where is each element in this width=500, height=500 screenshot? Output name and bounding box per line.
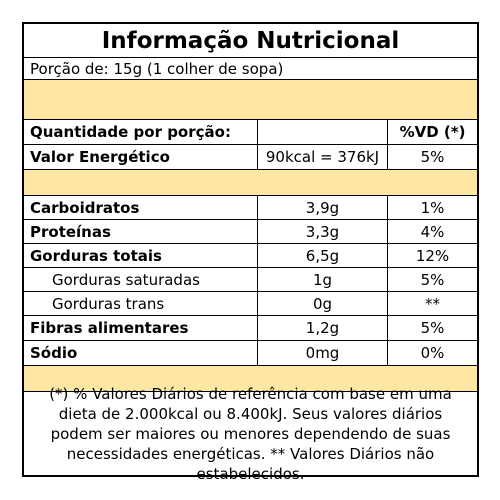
nutrient-label: Fibras alimentares [30, 319, 189, 337]
footnote: (*) % Valores Diários de referência com … [49, 384, 452, 483]
nutrient-vd: 1% [387, 196, 477, 219]
energy-row: Valor Energético 90kcal = 376kJ 5% [24, 145, 477, 170]
nutrients-table: Carboidratos 3,9g 1% Proteínas 3,3g 4% G… [24, 196, 477, 366]
highlight-band-top [24, 80, 477, 120]
value-header-empty [257, 120, 387, 144]
panel-title: Informação Nutricional [24, 24, 477, 58]
energy-value: 90kcal = 376kJ [257, 145, 387, 169]
quantity-header: Quantidade por porção: [30, 123, 231, 141]
portion-size: Porção de: 15g (1 colher de sopa) [24, 58, 477, 80]
energy-label: Valor Energético [30, 148, 170, 166]
nutrient-label: Sódio [30, 344, 78, 362]
nutrient-label: Carboidratos [30, 198, 140, 217]
nutrient-label: Gorduras saturadas [52, 270, 200, 289]
nutrient-label: Gorduras totais [30, 246, 162, 265]
nutrient-value: 1g [257, 268, 387, 291]
nutrient-row: Sódio 0mg 0% [24, 341, 477, 366]
nutrient-row: Proteínas 3,3g 4% [24, 220, 477, 244]
nutrient-value: 0g [257, 292, 387, 315]
nutrient-vd: ** [387, 292, 477, 315]
nutrient-value: 3,3g [257, 220, 387, 243]
nutrient-row: Fibras alimentares 1,2g 5% [24, 316, 477, 341]
highlight-band-middle [24, 170, 477, 196]
nutrient-value: 1,2g [257, 316, 387, 340]
nutrient-label: Gorduras trans [52, 294, 165, 313]
energy-vd: 5% [387, 145, 477, 169]
nutrient-row: Carboidratos 3,9g 1% [24, 196, 477, 220]
nutrient-value: 6,5g [257, 244, 387, 267]
vd-header: %VD (*) [387, 120, 477, 144]
nutrition-facts-panel: Informação Nutricional Porção de: 15g (1… [22, 22, 479, 483]
nutrient-row: Gorduras trans 0g ** [24, 292, 477, 316]
nutrient-vd: 12% [387, 244, 477, 267]
header-row: Quantidade por porção: %VD (*) [24, 120, 477, 145]
nutrient-vd: 5% [387, 268, 477, 291]
nutrient-vd: 5% [387, 316, 477, 340]
header-table: Quantidade por porção: %VD (*) Valor Ene… [24, 120, 477, 170]
nutrient-value: 0mg [257, 341, 387, 365]
nutrient-vd: 0% [387, 341, 477, 365]
nutrient-row: Gorduras saturadas 1g 5% [24, 268, 477, 292]
nutrient-label: Proteínas [30, 222, 111, 241]
nutrient-row: Gorduras totais 6,5g 12% [24, 244, 477, 268]
nutrient-value: 3,9g [257, 196, 387, 219]
highlight-band-bottom [24, 366, 477, 392]
nutrient-vd: 4% [387, 220, 477, 243]
